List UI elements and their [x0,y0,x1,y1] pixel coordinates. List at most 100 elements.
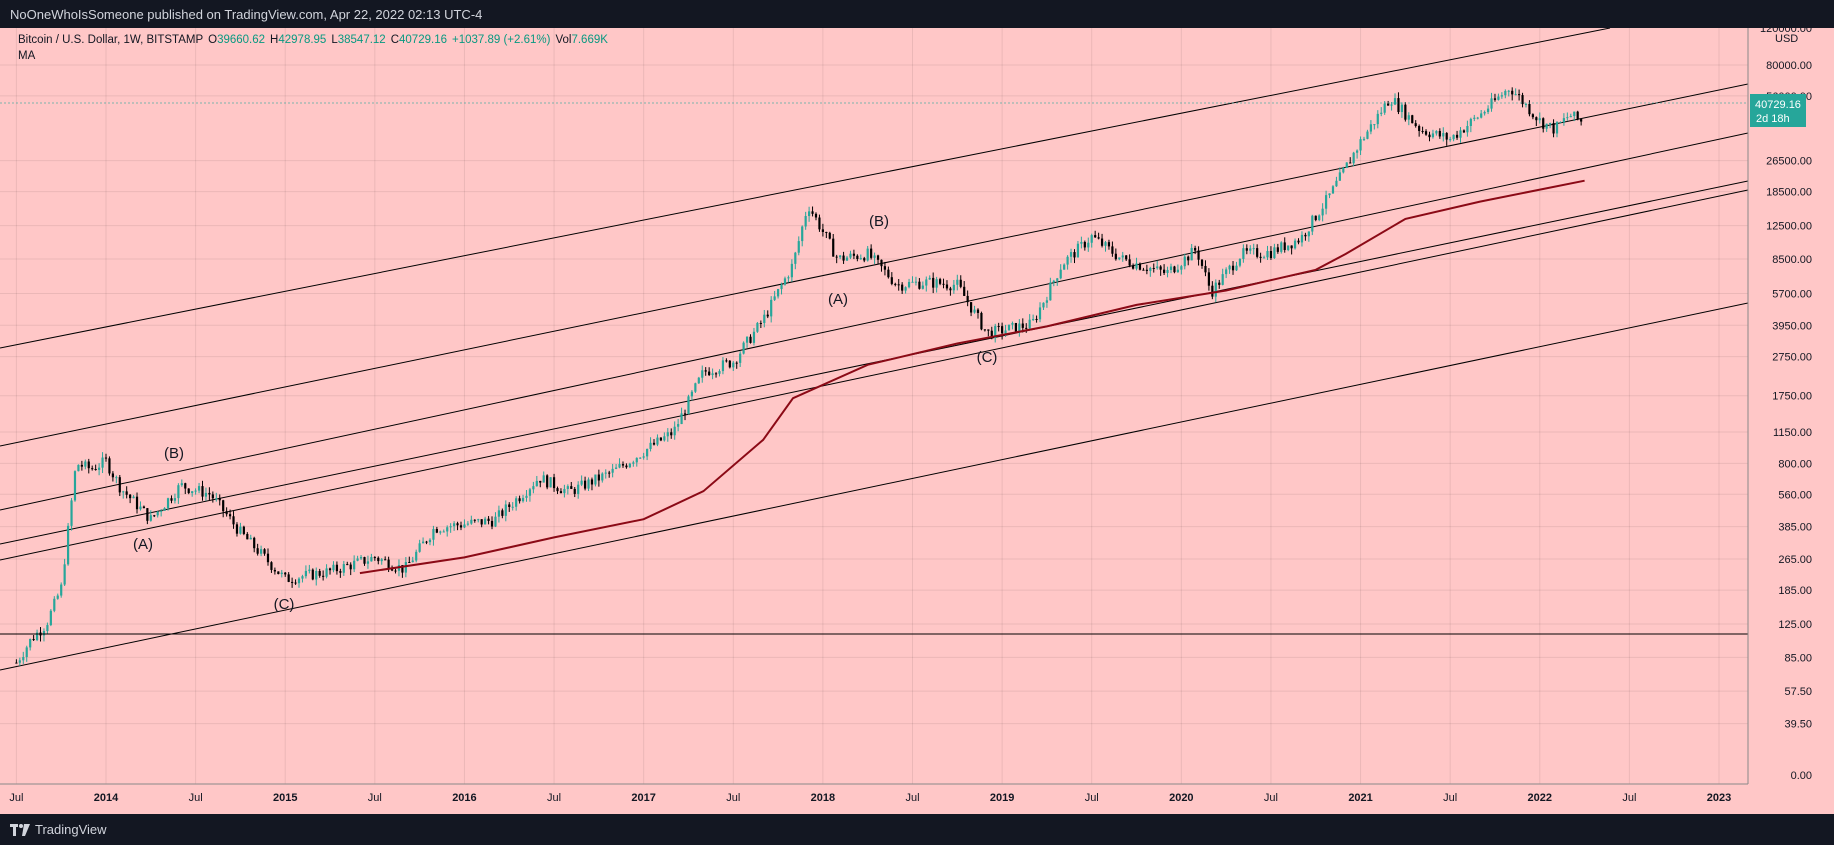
candle-body [983,329,986,331]
candle-body [466,523,469,525]
candle-body [649,442,652,449]
channel-line[interactable] [0,28,1611,349]
channel-line[interactable] [0,189,1748,561]
candle-body [518,498,521,502]
time-axis-background[interactable] [0,784,1834,814]
candle-body [1373,124,1376,126]
candle-body [49,610,52,626]
candle-body [1538,118,1541,121]
candle-body [15,662,18,664]
candle-body [1576,111,1579,120]
candle-body [794,252,797,264]
candle-body [694,383,697,392]
tradingview-brand[interactable]: TradingView [10,822,107,837]
candle-body [921,285,924,289]
candle-body [570,486,573,489]
candle-body [256,548,259,554]
candle-body [1187,256,1190,261]
candle-body [494,516,497,527]
candle-body [501,510,504,516]
grid-lines [0,28,1748,784]
candle-body [1221,274,1224,285]
candle-body [756,322,759,332]
candle-body [166,498,170,509]
candle-body [29,639,32,648]
candle-body [249,537,252,540]
time-tick-label: Jul [9,792,23,804]
candle-body [118,477,121,493]
candle-body [449,526,452,528]
candle-body [1445,133,1448,140]
price-chart[interactable]: (A)(B)(C)(A)(B)(C) 120000.0080000.005600… [0,28,1834,814]
low-label: L [331,34,338,46]
candle-body [687,396,690,414]
channel-line[interactable] [0,302,1748,671]
candle-body [84,461,87,467]
wave-label: (A) [828,291,848,308]
candle-body [404,561,407,573]
y-unit-label: USD [1775,33,1798,45]
candle-body [1049,282,1052,301]
candle-body [459,525,463,528]
vol-label: Vol [555,34,572,46]
candle-body [752,331,756,343]
candle-body [721,360,725,372]
candle-body [804,216,807,227]
price-axis-background[interactable] [1748,28,1834,784]
candle-body [156,511,159,516]
open-label: O [208,34,218,46]
candle-body [339,571,342,573]
candle-body [766,314,769,317]
price-tick-label: 125.00 [1778,619,1812,631]
candle-body [211,494,214,499]
candle-body [297,578,301,584]
channel-line[interactable] [0,83,1748,447]
candle-body [363,557,366,564]
indicator-label[interactable]: MA [18,50,36,62]
time-tick-label: Jul [905,792,919,804]
chart-area[interactable]: (A)(B)(C)(A)(B)(C) 120000.0080000.005600… [0,28,1834,814]
candle-body [1245,248,1248,251]
candle-body [1063,264,1066,270]
candle-body [1421,130,1424,132]
price-tick-label: 5700.00 [1772,289,1812,301]
candle-body [359,557,363,559]
candle-body [942,283,945,285]
candle-body [246,533,249,540]
candle-body [1166,269,1169,273]
candle-body [1573,111,1576,117]
symbol-name[interactable]: Bitcoin / U.S. Dollar, 1W, BITSTAMP [18,34,204,46]
candle-body [1335,180,1338,187]
candle-body [346,564,349,566]
candle-body [222,500,225,512]
close-value: 40729.16 [399,34,447,46]
candle-body [1076,243,1080,258]
candle-body [46,625,49,632]
ma-line[interactable] [359,179,1585,575]
candle-body [1276,247,1279,252]
time-tick-label: Jul [1443,792,1457,804]
price-tick-label: 57.50 [1784,686,1812,698]
candle-body [969,302,973,313]
price-tick-label: 1150.00 [1773,427,1812,439]
candle-body [1080,241,1083,244]
candle-body [918,281,921,289]
candle-body [873,255,876,258]
candle-body [1535,117,1538,121]
channel-line[interactable] [0,132,1748,511]
candle-body [1104,242,1107,246]
price-tick-label: 26500.00 [1766,156,1812,168]
candle-body [849,253,852,258]
candle-body [356,558,359,561]
candle-body [583,480,587,489]
candle-body [935,279,938,288]
candle-body [652,442,656,445]
candle-body [1056,278,1059,281]
candle-body [1252,248,1255,250]
candle-body [963,286,966,296]
candle-body [1359,139,1362,151]
candle-body [987,329,990,331]
candle-body [1383,103,1386,113]
candle-body [1197,250,1200,260]
candle-body [621,464,625,466]
